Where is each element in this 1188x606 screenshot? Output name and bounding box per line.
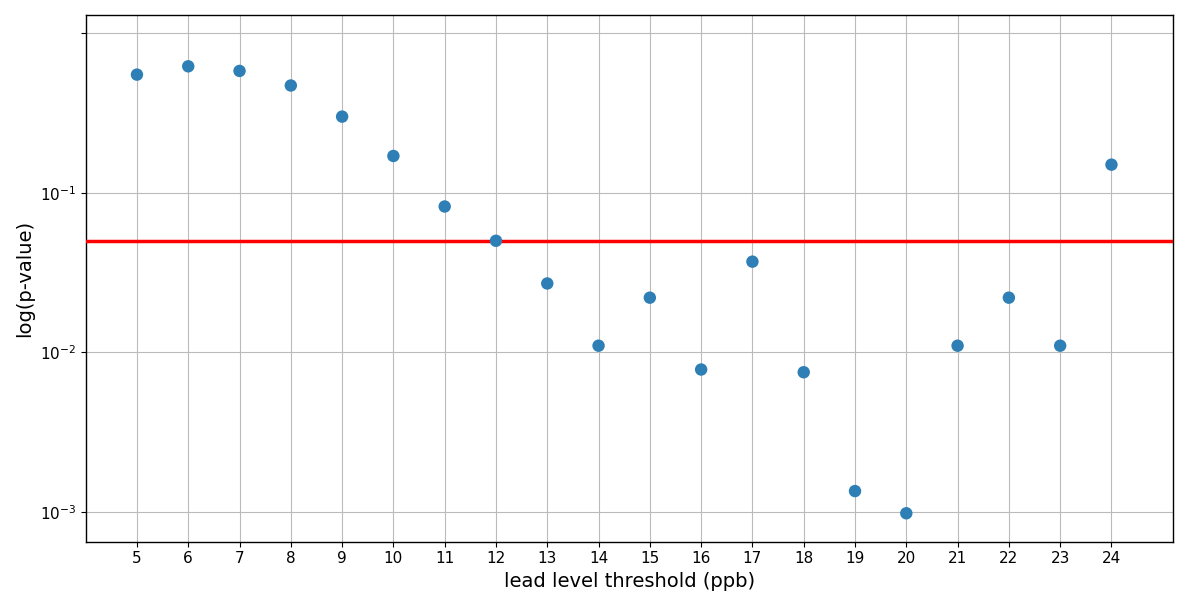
Point [384, 151, 403, 161]
Point [1050, 341, 1069, 350]
Point [435, 202, 454, 211]
Point [999, 293, 1018, 302]
Point [897, 508, 916, 518]
Point [178, 61, 197, 71]
Point [691, 365, 710, 375]
Point [486, 236, 505, 245]
Point [230, 66, 249, 76]
Point [333, 112, 352, 121]
Point [948, 341, 967, 350]
Point [589, 341, 608, 350]
Point [1102, 160, 1121, 170]
X-axis label: lead level threshold (ppb): lead level threshold (ppb) [504, 572, 754, 591]
Point [538, 279, 557, 288]
Point [282, 81, 301, 90]
Point [127, 70, 146, 79]
Point [640, 293, 659, 302]
Y-axis label: log(p-value): log(p-value) [15, 220, 34, 337]
Point [795, 367, 814, 377]
Point [742, 257, 762, 267]
Point [846, 486, 865, 496]
